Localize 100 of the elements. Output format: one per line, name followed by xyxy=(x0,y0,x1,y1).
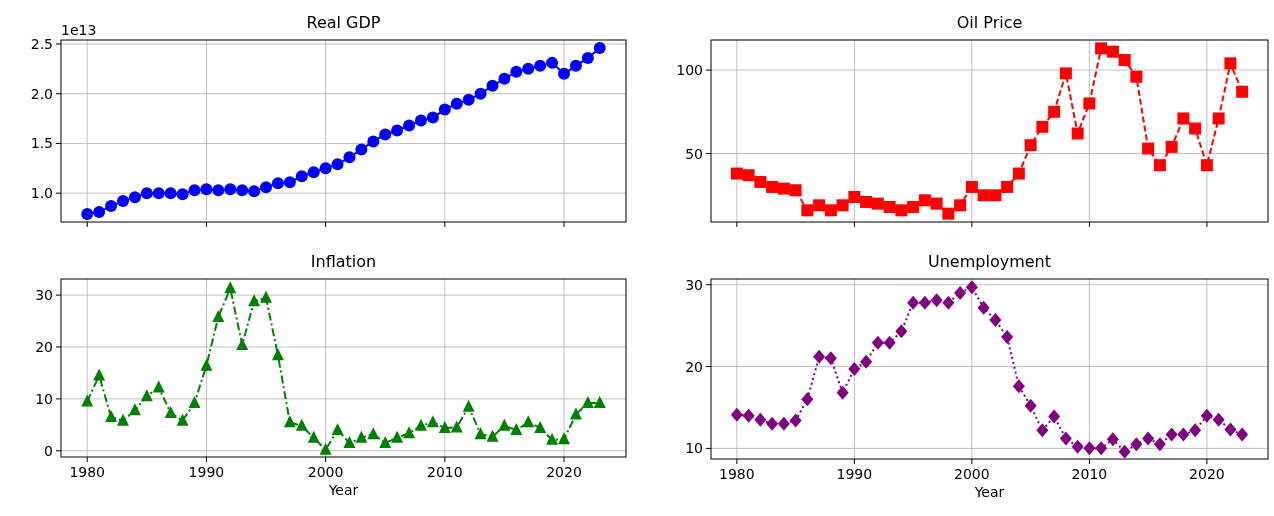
y-tick-label: 10 xyxy=(35,390,53,407)
point xyxy=(836,199,849,212)
point xyxy=(1142,431,1155,446)
point xyxy=(1083,441,1096,456)
x-tick-label: 1980 xyxy=(719,466,755,482)
point xyxy=(593,396,606,409)
point xyxy=(558,432,571,445)
point xyxy=(1095,441,1108,456)
x-axis-title: Year xyxy=(973,484,1005,500)
point xyxy=(486,429,499,442)
point xyxy=(391,430,404,443)
chart-title: Unemployment xyxy=(928,252,1051,271)
point xyxy=(742,169,755,182)
point xyxy=(140,187,153,200)
point xyxy=(1106,45,1119,58)
point xyxy=(462,399,475,412)
point xyxy=(977,189,990,202)
point xyxy=(593,41,606,54)
point xyxy=(730,407,743,422)
point xyxy=(1024,398,1037,413)
point xyxy=(848,190,861,203)
point xyxy=(200,183,213,196)
point xyxy=(1012,379,1025,394)
point xyxy=(824,204,837,217)
point xyxy=(965,180,978,193)
point xyxy=(1001,180,1014,193)
point xyxy=(307,166,320,179)
point xyxy=(871,197,884,210)
point xyxy=(128,191,141,204)
y-tick-label: 20 xyxy=(685,358,703,375)
point xyxy=(836,385,849,400)
point xyxy=(236,337,249,350)
point xyxy=(438,420,451,433)
point xyxy=(307,430,320,443)
point xyxy=(379,128,392,141)
chart-title: Oil Price xyxy=(956,13,1023,32)
point xyxy=(1153,159,1166,172)
point xyxy=(581,51,594,64)
point xyxy=(271,348,284,361)
point xyxy=(1106,432,1119,447)
x-tick-label: 2010 xyxy=(427,464,463,480)
point xyxy=(331,158,344,171)
point xyxy=(212,184,225,197)
point xyxy=(188,396,201,409)
point xyxy=(248,294,261,307)
point xyxy=(789,413,802,428)
point xyxy=(295,418,308,431)
point xyxy=(883,335,896,350)
point xyxy=(522,415,535,428)
point xyxy=(1189,423,1202,438)
point xyxy=(813,349,826,364)
text: 1e13 xyxy=(61,22,97,38)
point xyxy=(1224,422,1237,437)
point xyxy=(789,184,802,197)
point xyxy=(105,410,118,423)
point xyxy=(367,135,380,148)
point xyxy=(319,442,332,455)
point xyxy=(813,199,826,212)
point xyxy=(883,200,896,213)
y-tick-label: 10 xyxy=(685,440,703,457)
point xyxy=(1001,330,1014,345)
point xyxy=(1212,112,1225,125)
point xyxy=(212,309,225,322)
point xyxy=(450,420,463,433)
x-tick-label: 2020 xyxy=(1189,466,1225,482)
point xyxy=(930,293,943,308)
point xyxy=(93,368,106,381)
point xyxy=(1059,431,1072,446)
y-tick-label: 50 xyxy=(685,145,703,162)
point xyxy=(367,427,380,440)
point xyxy=(1059,67,1072,80)
point xyxy=(546,432,559,445)
point xyxy=(498,418,511,431)
point xyxy=(510,423,523,436)
x-tick-label: 2000 xyxy=(307,464,344,480)
point xyxy=(283,415,296,428)
point xyxy=(105,200,118,213)
point xyxy=(942,207,955,220)
x-tick-label: 2020 xyxy=(546,464,582,480)
point xyxy=(1165,427,1178,442)
point xyxy=(1200,408,1213,423)
point xyxy=(522,62,535,75)
y-tick-label: 30 xyxy=(35,287,53,304)
point xyxy=(93,206,106,219)
point xyxy=(907,295,920,310)
point xyxy=(1118,444,1131,459)
point xyxy=(260,181,273,194)
point xyxy=(426,415,439,428)
y-tick-label: 1.5 xyxy=(30,135,53,152)
point xyxy=(116,195,129,208)
x-tick-label: 2010 xyxy=(1071,466,1108,482)
point xyxy=(754,175,767,188)
point xyxy=(860,195,873,208)
y-tick-label: 2.5 xyxy=(30,35,53,52)
point xyxy=(1048,409,1061,424)
point xyxy=(954,199,967,212)
point xyxy=(777,416,790,431)
chart-title: Real GDP xyxy=(306,13,381,32)
point xyxy=(942,295,955,310)
point xyxy=(730,167,743,180)
